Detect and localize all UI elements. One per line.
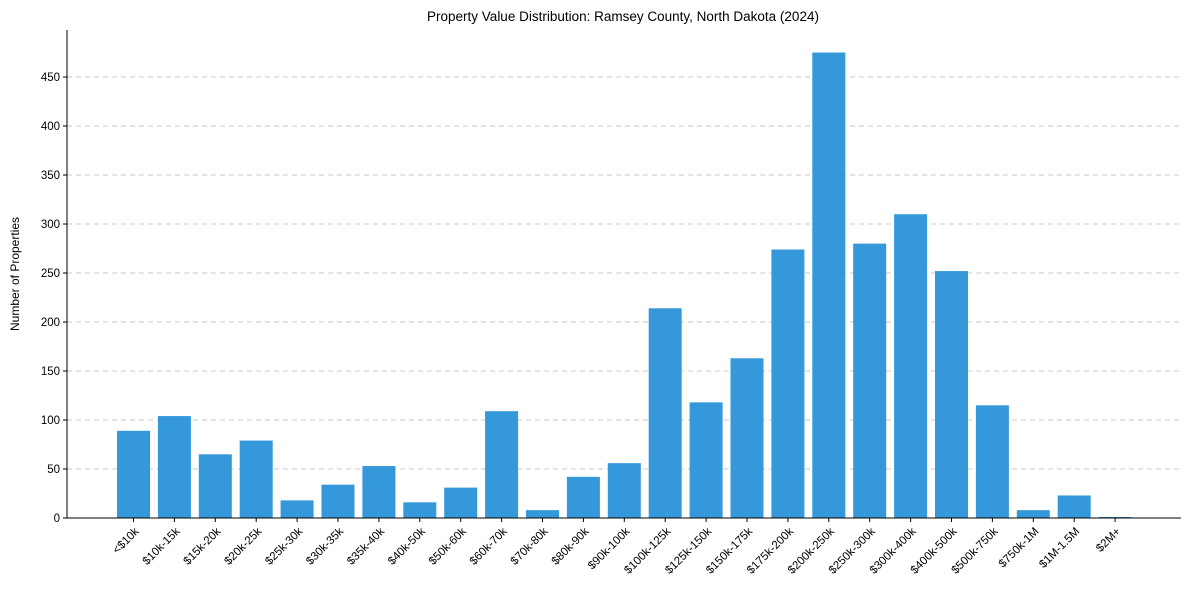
bar [280,500,314,518]
bar [239,440,273,518]
axes [66,30,1181,519]
bar [362,466,396,518]
bar [485,411,519,518]
y-tick-label: 100 [41,415,60,427]
bar [566,476,600,518]
x-tick-label: $80k-90k [550,525,592,567]
x-tick-label: $15k-20k [181,525,223,567]
bar [894,214,928,518]
x-tick-label: $750k-1M [997,526,1042,571]
y-tick-label: 350 [41,170,60,182]
bars [117,52,1132,519]
y-tick-label: 450 [41,72,60,84]
bar [1016,510,1050,518]
bar [1057,495,1091,518]
chart-title: Property Value Distribution: Ramsey Coun… [427,9,819,24]
y-ticks: 0 50 100 150 200 250 300 350 400 450 [41,72,67,525]
bar [853,243,887,518]
bar [607,463,641,518]
y-axis-label: Number of Properties [8,217,22,331]
y-tick-label: 150 [41,366,60,378]
x-ticks: <$10k$10k-15k$15k-20k$20k-25k$25k-30k$30… [111,518,1123,577]
y-tick-label: 400 [41,121,60,133]
bar [403,502,437,518]
bar [975,405,1009,518]
bar [117,430,150,518]
x-tick-label: <$10k [111,525,142,556]
x-tick-label: $40k-50k [386,525,428,567]
bar [526,510,559,518]
x-tick-label: $10k-15k [141,525,183,567]
bar [935,271,968,518]
y-tick-label: 200 [41,317,60,329]
x-tick-label: $30k-35k [304,525,346,567]
bar [198,454,232,518]
bar [648,308,682,518]
bar [157,416,191,518]
y-tick-label: 0 [54,513,60,525]
y-tick-label: 250 [41,268,60,280]
bar [444,487,478,518]
x-tick-label: $50k-60k [427,525,469,567]
y-tick-label: 50 [47,464,60,476]
bar [771,249,805,518]
x-tick-label: $60k-70k [468,525,510,567]
x-tick-label: $20k-25k [222,525,264,567]
bar [812,52,846,519]
x-tick-label: $1M-1.5M [1037,526,1082,571]
x-tick-label: $25k-30k [263,525,305,567]
bar [730,358,764,518]
y-tick-label: 300 [41,219,60,231]
bar [689,402,723,518]
x-tick-label: $70k-80k [509,525,551,567]
grid-lines [67,76,1181,470]
x-tick-label: $35k-40k [345,525,387,567]
bar [321,484,355,518]
x-tick-label: $2M+ [1094,525,1123,554]
